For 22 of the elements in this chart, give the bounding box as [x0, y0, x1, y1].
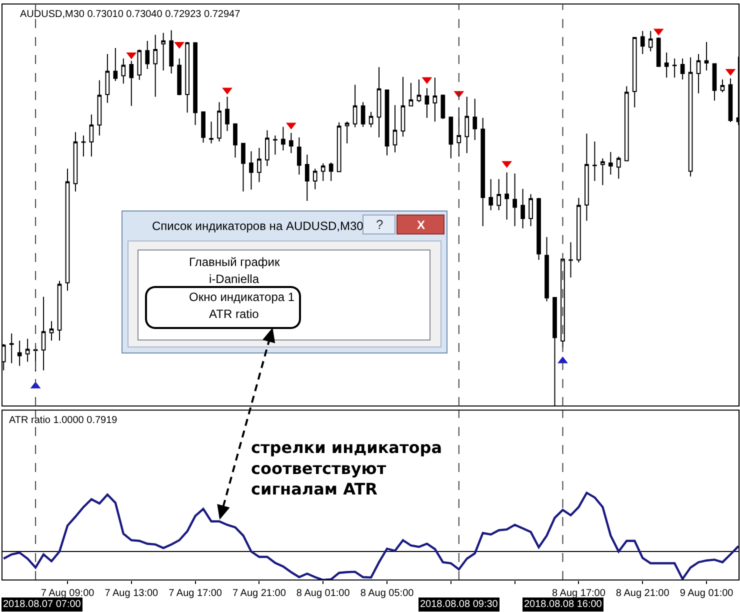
x-tick-label: 8 Aug 01:00 [296, 588, 350, 599]
chart-title: ATR ratio 1.0000 0.7919 [9, 415, 118, 426]
chart-title: AUDUSD,M30 0.73010 0.73040 0.72923 0.72947 [20, 9, 241, 20]
x-tick-label: 9 Aug 01:00 [680, 588, 734, 599]
annotation: i-Daniella [209, 272, 260, 286]
x-tick-label: 7 Aug 13:00 [104, 588, 159, 599]
annotation: стрелки индикатора соответствуют сигналам ATR [251, 438, 442, 499]
annotation: Окно индикатора 1 [189, 290, 295, 304]
annotation: Главный график [189, 255, 280, 269]
annotation: Список индикаторов на AUDUSD,M30 [152, 219, 364, 233]
x-tick-label: 8 Aug 21:00 [616, 588, 670, 599]
annotation: X [417, 218, 426, 232]
x-tick-label: 8 Aug 17:00 [552, 588, 606, 599]
x-tick-label: 7 Aug 17:00 [168, 588, 222, 599]
annotation: ATR ratio [209, 307, 260, 321]
annotation: ? [376, 217, 384, 232]
ref-line-label: 2018.08.08 16:00 [524, 599, 602, 610]
x-tick-label: 7 Aug 09:00 [40, 588, 95, 599]
ref-line-label: 2018.08.07 07:00 [3, 599, 82, 610]
x-tick-label: 8 Aug 05:00 [360, 588, 414, 599]
ref-line-label: 2018.08.08 09:30 [420, 599, 498, 610]
x-tick-label: 7 Aug 21:00 [232, 588, 286, 599]
